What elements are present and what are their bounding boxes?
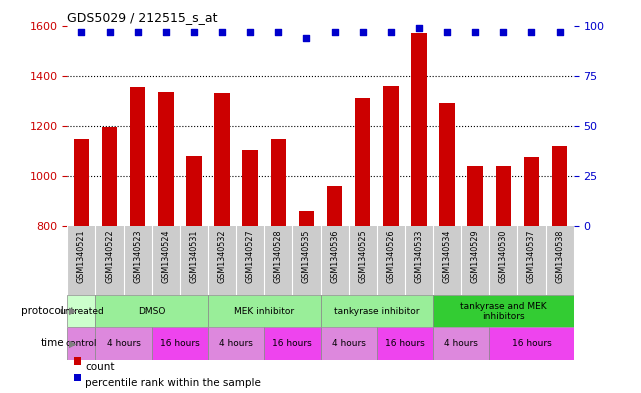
Bar: [271, 138, 286, 226]
Text: tankyrase and MEK
inhibitors: tankyrase and MEK inhibitors: [460, 302, 547, 321]
Text: time: time: [40, 338, 64, 349]
Bar: [208, 295, 320, 327]
Bar: [327, 186, 342, 226]
Point: [76, 28, 87, 35]
Text: GSM1340526: GSM1340526: [387, 230, 395, 283]
Bar: [433, 327, 489, 360]
Bar: [320, 327, 377, 360]
Bar: [412, 33, 427, 226]
Bar: [67, 327, 96, 360]
Bar: [130, 87, 146, 226]
Text: GSM1340528: GSM1340528: [274, 230, 283, 283]
Point: [133, 28, 143, 35]
Point: [329, 28, 340, 35]
Point: [386, 28, 396, 35]
Text: ▶: ▶: [69, 306, 76, 316]
Point: [188, 28, 199, 35]
Bar: [320, 295, 433, 327]
Text: GSM1340534: GSM1340534: [442, 230, 452, 283]
Bar: [96, 295, 208, 327]
Bar: [74, 357, 81, 365]
Text: 16 hours: 16 hours: [512, 339, 551, 348]
Text: untreated: untreated: [59, 307, 104, 316]
Text: DMSO: DMSO: [138, 307, 165, 316]
Bar: [377, 327, 433, 360]
Point: [161, 28, 171, 35]
Text: 4 hours: 4 hours: [444, 339, 478, 348]
Text: 16 hours: 16 hours: [272, 339, 312, 348]
Point: [301, 35, 312, 41]
Text: GSM1340529: GSM1340529: [470, 230, 479, 283]
Text: GSM1340533: GSM1340533: [415, 230, 424, 283]
Bar: [102, 127, 117, 226]
Point: [217, 28, 227, 35]
Bar: [433, 295, 574, 327]
Bar: [439, 103, 455, 226]
Bar: [96, 327, 152, 360]
Text: GSM1340537: GSM1340537: [527, 230, 536, 283]
Text: MEK inhibitor: MEK inhibitor: [234, 307, 294, 316]
Bar: [524, 157, 539, 226]
Text: GSM1340538: GSM1340538: [555, 230, 564, 283]
Bar: [299, 211, 314, 226]
Text: tankyrase inhibitor: tankyrase inhibitor: [334, 307, 419, 316]
Text: 4 hours: 4 hours: [219, 339, 253, 348]
Point: [273, 28, 283, 35]
Point: [554, 28, 565, 35]
Text: GSM1340522: GSM1340522: [105, 230, 114, 283]
Bar: [467, 166, 483, 226]
Text: GSM1340521: GSM1340521: [77, 230, 86, 283]
Bar: [383, 86, 399, 226]
Bar: [152, 327, 208, 360]
Text: GSM1340525: GSM1340525: [358, 230, 367, 283]
Text: control: control: [65, 339, 97, 348]
Point: [498, 28, 508, 35]
Bar: [74, 138, 89, 226]
Point: [358, 28, 368, 35]
Bar: [552, 146, 567, 226]
Text: GDS5029 / 212515_s_at: GDS5029 / 212515_s_at: [67, 11, 218, 24]
Point: [245, 28, 255, 35]
Text: GSM1340531: GSM1340531: [189, 230, 199, 283]
Bar: [67, 295, 96, 327]
Text: GSM1340523: GSM1340523: [133, 230, 142, 283]
Point: [414, 24, 424, 31]
Bar: [158, 92, 174, 226]
Text: 4 hours: 4 hours: [106, 339, 140, 348]
Text: GSM1340535: GSM1340535: [302, 230, 311, 283]
Bar: [214, 93, 229, 226]
Point: [442, 28, 453, 35]
Bar: [264, 327, 320, 360]
Text: count: count: [85, 362, 115, 371]
Text: percentile rank within the sample: percentile rank within the sample: [85, 378, 261, 388]
Text: 16 hours: 16 hours: [385, 339, 425, 348]
Point: [470, 28, 480, 35]
Text: 16 hours: 16 hours: [160, 339, 200, 348]
Bar: [489, 327, 574, 360]
Text: ▶: ▶: [69, 338, 76, 349]
Text: GSM1340530: GSM1340530: [499, 230, 508, 283]
Text: GSM1340524: GSM1340524: [162, 230, 171, 283]
Bar: [74, 373, 81, 381]
Text: 4 hours: 4 hours: [331, 339, 365, 348]
Point: [104, 28, 115, 35]
Bar: [208, 327, 264, 360]
Bar: [242, 150, 258, 226]
Text: GSM1340527: GSM1340527: [246, 230, 254, 283]
Bar: [355, 98, 370, 226]
Point: [526, 28, 537, 35]
Text: protocol: protocol: [21, 306, 64, 316]
Bar: [495, 166, 511, 226]
Text: GSM1340532: GSM1340532: [217, 230, 226, 283]
Text: GSM1340536: GSM1340536: [330, 230, 339, 283]
Bar: [186, 156, 202, 226]
